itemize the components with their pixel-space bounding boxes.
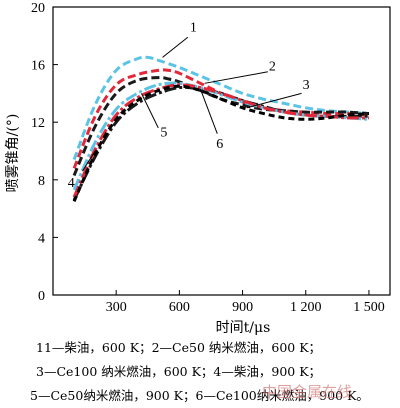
x-tick-label: 1 200 [290,300,322,315]
series-line-1 [72,55,370,161]
plot-border [52,6,391,296]
legend-line-3: 5—Ce50纳米燃油，900 K；6—Ce100纳米燃油，900 K。 [30,388,369,403]
callout-label: 2 [269,59,276,74]
callout-leader [162,36,189,58]
legend-line-1: 11—柴油，600 K；2—Ce50 纳米燃油，600 K； [36,340,322,355]
y-tick-label: 8 [38,174,45,189]
x-tick-label: 600 [169,300,190,315]
x-axis-label: 时间t/μs [216,320,271,336]
series-callouts: 1 2 3 4 5 6 [68,20,310,191]
legend-line-2: 3—Ce100 纳米燃油，600 K；4—柴油，900 K； [36,364,322,379]
series-line-6-black [72,84,369,203]
x-tick-label: 900 [232,300,253,315]
series-line-3 [72,76,370,177]
series-line-6 [72,83,369,198]
callout-leader [82,150,96,172]
callout-label: 5 [160,126,167,141]
callout-leader [199,88,218,134]
callout-label: 3 [303,78,310,93]
y-tick-label: 12 [31,116,45,131]
callout-label: 6 [216,137,223,152]
y-axis-label: 喷雾锥角/(°) [5,114,21,193]
x-tick-label: 300 [106,300,127,315]
callout-label: 4 [68,176,75,191]
series-line-5 [72,81,369,191]
y-tick-label: 0 [38,289,45,304]
y-tick-label: 4 [38,231,45,246]
callout-leader [204,71,268,84]
watermark: 中国金属在线 [262,383,353,401]
callout-leader [246,92,302,109]
y-tick-label: 16 [31,59,45,74]
callout-leader [141,93,159,129]
callout-label: 1 [190,20,197,35]
series-lines [72,55,370,203]
x-tick-label: 1 500 [353,300,385,315]
y-tick-label: 20 [31,1,45,16]
plot-frame [52,6,391,296]
